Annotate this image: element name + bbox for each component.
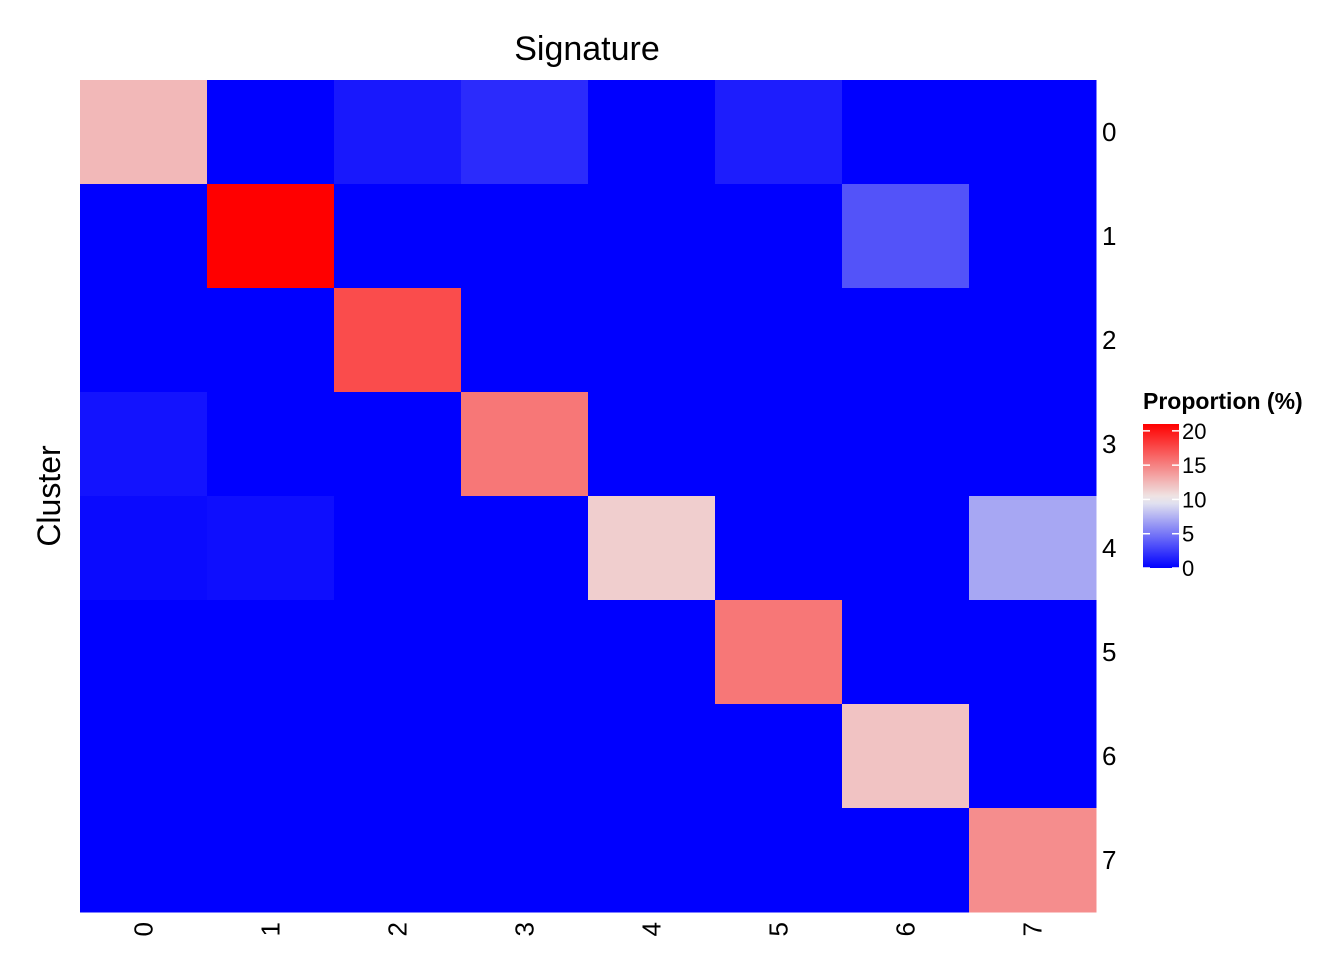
y-axis-title: Cluster: [31, 445, 67, 547]
heatmap-cell: [842, 288, 970, 393]
heatmap-cell: [969, 184, 1097, 289]
legend-title: Proportion (%): [1143, 388, 1303, 414]
heatmap-cell: [588, 808, 716, 913]
legend-tick-label: 0: [1182, 556, 1194, 581]
heatmap-cell: [461, 600, 589, 705]
heatmap-cell: [969, 704, 1097, 809]
legend-ticks: 0 5 10 15 20: [1143, 419, 1206, 581]
heatmap-cell: [842, 184, 970, 289]
color-legend: Proportion (%) 0 5 10 15 20: [1143, 388, 1303, 581]
heatmap-cell: [207, 184, 335, 289]
heatmap-cell: [461, 704, 589, 809]
heatmap-cell: [461, 808, 589, 913]
heatmap-cell: [334, 80, 462, 185]
heatmap-cell: [842, 80, 970, 185]
legend-tick-label: 15: [1182, 453, 1206, 478]
row-tick-label: 5: [1102, 637, 1116, 667]
heatmap-cell: [207, 704, 335, 809]
row-tick-label: 6: [1102, 741, 1116, 771]
heatmap-cell: [715, 600, 843, 705]
column-tick-label: 5: [764, 922, 794, 936]
legend-tick-label: 5: [1182, 522, 1194, 547]
legend-tick-label: 20: [1182, 419, 1206, 444]
heatmap-cell: [334, 600, 462, 705]
heatmap-cell: [969, 808, 1097, 913]
row-tick-label: 3: [1102, 429, 1116, 459]
heatmap-cell: [842, 704, 970, 809]
heatmap-cell: [969, 600, 1097, 705]
heatmap-cell: [588, 704, 716, 809]
heatmap-cell: [715, 392, 843, 497]
heatmap-cell: [207, 392, 335, 497]
column-tick-label: 0: [129, 922, 159, 936]
heatmap-cell: [588, 392, 716, 497]
heatmap-cell: [715, 808, 843, 913]
heatmap-cell: [842, 392, 970, 497]
row-tick-label: 4: [1102, 533, 1116, 563]
heatmap-cell: [969, 392, 1097, 497]
heatmap-cell: [80, 704, 208, 809]
heatmap-cell: [207, 496, 335, 601]
heatmap-cell: [842, 808, 970, 913]
heatmap-cell: [207, 288, 335, 393]
heatmap-cell: [461, 184, 589, 289]
column-tick-label: 7: [1018, 922, 1048, 936]
heatmap-cell: [715, 184, 843, 289]
heatmap-cell: [715, 80, 843, 185]
heatmap-cell: [842, 496, 970, 601]
row-tick-label: 2: [1102, 325, 1116, 355]
heatmap-cell: [588, 80, 716, 185]
heatmap-cell: [969, 80, 1097, 185]
column-tick-label: 2: [383, 922, 413, 936]
heatmap-cell: [715, 496, 843, 601]
heatmap-cell: [334, 392, 462, 497]
heatmap-cell: [461, 392, 589, 497]
heatmap-cell: [969, 496, 1097, 601]
heatmap-cell: [207, 600, 335, 705]
heatmap-cell: [588, 288, 716, 393]
heatmap-cell: [80, 600, 208, 705]
column-tick-label: 4: [637, 922, 667, 936]
chart-title: Signature: [514, 30, 660, 68]
heatmap-cell: [461, 288, 589, 393]
heatmap-cell: [334, 704, 462, 809]
heatmap-cell: [334, 184, 462, 289]
heatmap-cell: [461, 496, 589, 601]
heatmap-cell: [334, 288, 462, 393]
column-tick-label: 3: [510, 922, 540, 936]
heatmap-cells: [80, 80, 1097, 913]
heatmap-cell: [842, 600, 970, 705]
heatmap-cell: [969, 288, 1097, 393]
row-tick-label: 7: [1102, 845, 1116, 875]
heatmap-cell: [588, 496, 716, 601]
heatmap-cell: [334, 808, 462, 913]
column-labels: 0 1 2 3 4 5 6 7: [129, 922, 1048, 936]
heatmap-cell: [715, 288, 843, 393]
heatmap-cell: [80, 288, 208, 393]
heatmap-cell: [207, 80, 335, 185]
row-tick-label: 0: [1102, 117, 1116, 147]
heatmap-cell: [715, 704, 843, 809]
heatmap-cell: [207, 808, 335, 913]
heatmap-cell: [80, 392, 208, 497]
column-tick-label: 6: [891, 922, 921, 936]
heatmap-cell: [461, 80, 589, 185]
legend-color-bar: [1143, 424, 1179, 568]
heatmap-cell: [80, 184, 208, 289]
row-tick-label: 1: [1102, 221, 1116, 251]
heatmap-cell: [80, 808, 208, 913]
row-labels: 0 1 2 3 4 5 6 7: [1102, 117, 1116, 875]
heatmap-cell: [80, 80, 208, 185]
heatmap-cell: [588, 600, 716, 705]
heatmap-cell: [334, 496, 462, 601]
legend-tick-label: 10: [1182, 487, 1206, 512]
column-tick-label: 1: [256, 922, 286, 936]
heatmap-cell: [80, 496, 208, 601]
heatmap-cell: [588, 184, 716, 289]
